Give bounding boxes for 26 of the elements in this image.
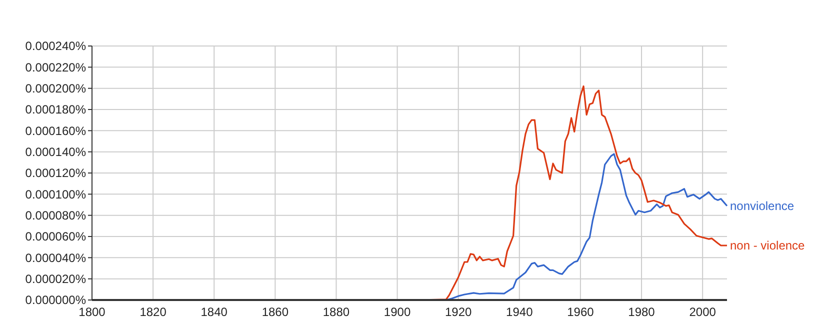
y-tick-label: 0.000160% bbox=[25, 124, 86, 138]
series-label: non - violence bbox=[730, 238, 806, 253]
series-label: nonviolence bbox=[730, 199, 794, 214]
x-tick-label: 1880 bbox=[322, 305, 350, 319]
x-tick-label: 1940 bbox=[506, 305, 534, 319]
x-tick-label: 1960 bbox=[567, 305, 594, 319]
y-tick-label: 0.000040% bbox=[25, 250, 86, 265]
y-tick-label: 0.000200% bbox=[25, 82, 86, 96]
x-tick-label: 1900 bbox=[384, 305, 411, 319]
x-tick-label: 1820 bbox=[140, 305, 167, 319]
y-tick-label: 0.000120% bbox=[25, 166, 86, 180]
x-tick-label: 1800 bbox=[78, 305, 106, 319]
y-tick-label: 0.000140% bbox=[25, 145, 86, 160]
y-tick-label: 0.000060% bbox=[25, 230, 86, 244]
y-tick-label: 0.000080% bbox=[25, 208, 86, 223]
y-tick-label: 0.000220% bbox=[25, 60, 86, 74]
x-tick-label: 2000 bbox=[689, 305, 716, 319]
y-tick-label: 0.000000% bbox=[25, 293, 86, 308]
y-tick-label: 0.000020% bbox=[25, 272, 86, 286]
y-tick-label: 0.000240% bbox=[25, 39, 86, 54]
x-tick-label: 1980 bbox=[628, 305, 656, 319]
y-tick-label: 0.000100% bbox=[25, 187, 86, 202]
y-tick-label: 0.000180% bbox=[25, 102, 86, 117]
x-tick-label: 1860 bbox=[262, 305, 289, 319]
x-tick-label: 1920 bbox=[444, 305, 472, 319]
x-tick-label: 1840 bbox=[200, 305, 228, 319]
